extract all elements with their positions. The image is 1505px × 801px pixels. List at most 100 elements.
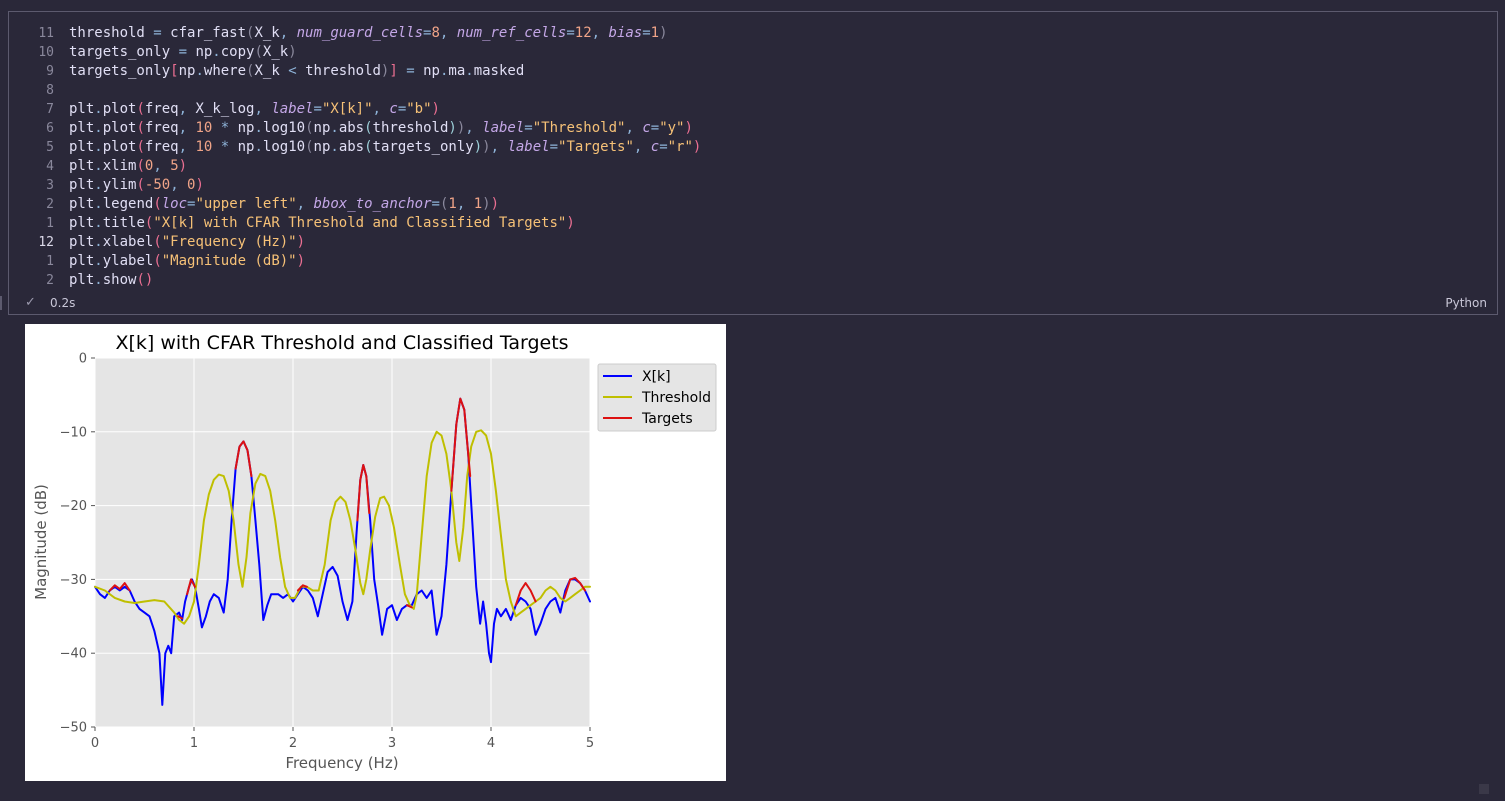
- code-token: (: [364, 139, 373, 155]
- code-editor[interactable]: 11 threshold = cfar_fast(X_k, num_guard_c…: [9, 24, 1497, 290]
- code-line[interactable]: 9 targets_only[np.where(X_k < threshold)]…: [9, 62, 1497, 81]
- code-line[interactable]: 12 plt.xlabel("Frequency (Hz)"): [9, 233, 1497, 252]
- code-token: (: [305, 139, 314, 155]
- code-text[interactable]: plt.xlabel("Frequency (Hz)"): [69, 233, 305, 252]
- code-line[interactable]: 2 plt.legend(loc="upper left", bbox_to_an…: [9, 195, 1497, 214]
- code-token: ): [482, 139, 491, 155]
- y-axis: 0 −10 −20 −30 −40 −50: [60, 352, 95, 736]
- code-token: .: [94, 234, 103, 250]
- code-token: .: [254, 120, 263, 136]
- code-token: ): [490, 196, 499, 212]
- resize-handle[interactable]: [1479, 784, 1489, 794]
- line-number: 12: [38, 235, 54, 250]
- code-token: ,: [465, 120, 483, 136]
- code-token: np: [237, 139, 255, 155]
- code-line[interactable]: 5 plt.plot(freq, 10 * np.log10(np.abs(tar…: [9, 138, 1497, 157]
- x-tick-label: 0: [91, 736, 99, 751]
- series-lines: [94, 397, 591, 706]
- code-text[interactable]: threshold = cfar_fast(X_k, num_guard_cel…: [69, 24, 668, 43]
- code-line[interactable]: 2 plt.show(): [9, 271, 1497, 290]
- code-token: (: [136, 158, 145, 174]
- chart-title: X[k] with CFAR Threshold and Classified …: [115, 332, 568, 354]
- series-line-targets: [356, 464, 371, 522]
- y-tick-label: −40: [60, 647, 87, 662]
- code-token: plot: [102, 101, 137, 117]
- code-text[interactable]: plt.legend(loc="upper left", bbox_to_anc…: [69, 195, 499, 214]
- code-text[interactable]: targets_only = np.copy(X_k): [69, 43, 297, 62]
- code-token: ): [178, 158, 188, 174]
- code-token: .: [465, 63, 474, 79]
- code-text[interactable]: plt.title("X[k] with CFAR Threshold and …: [69, 214, 575, 233]
- code-text[interactable]: plt.plot(freq, 10 * np.log10(np.abs(targ…: [69, 138, 701, 157]
- x-axis-label: Frequency (Hz): [285, 754, 398, 772]
- code-text[interactable]: plt.ylim(-50, 0): [69, 176, 204, 195]
- line-number: 4: [46, 159, 54, 174]
- code-text[interactable]: plt.ylabel("Magnitude (dB)"): [69, 252, 305, 271]
- code-token: (: [246, 63, 255, 79]
- x-tick-label: 2: [289, 736, 297, 751]
- code-token: 5: [170, 158, 179, 174]
- y-axis-label: Magnitude (dB): [32, 484, 50, 600]
- code-token: freq: [144, 139, 179, 155]
- legend: X[k] Threshold Targets: [597, 363, 717, 432]
- line-number: 7: [46, 102, 54, 117]
- series-line-threshold: [94, 429, 591, 625]
- code-token: ,: [633, 139, 651, 155]
- code-text[interactable]: plt.plot(freq, X_k_log, label="X[k]", c=…: [69, 100, 440, 119]
- code-line[interactable]: 4 plt.xlim(0, 5): [9, 157, 1497, 176]
- code-text[interactable]: plt.plot(freq, 10 * np.log10(np.abs(thre…: [69, 119, 693, 138]
- code-line[interactable]: 10 targets_only = np.copy(X_k): [9, 43, 1497, 62]
- series-line-targets: [108, 582, 131, 592]
- code-text[interactable]: plt.xlim(0, 5): [69, 157, 187, 176]
- code-token: plt: [69, 139, 95, 155]
- code-token: ): [473, 139, 483, 155]
- code-line[interactable]: 3 plt.ylim(-50, 0): [9, 176, 1497, 195]
- code-token: plt: [69, 253, 95, 269]
- code-token: title: [102, 215, 145, 231]
- code-token: (: [136, 139, 145, 155]
- code-text[interactable]: plt.show(): [69, 271, 153, 290]
- code-token: X_k_log: [195, 101, 255, 117]
- code-line[interactable]: 11 threshold = cfar_fast(X_k, num_guard_c…: [9, 24, 1497, 43]
- code-token: =: [313, 101, 322, 117]
- code-token: "X[k] with CFAR Threshold and Classified…: [153, 215, 567, 231]
- code-token: X_k: [254, 63, 289, 79]
- code-token: =: [524, 120, 533, 136]
- code-token: targets_only: [69, 44, 179, 60]
- code-token: (: [364, 120, 373, 136]
- code-token: num_ref_cells: [456, 25, 567, 41]
- code-line[interactable]: 1 plt.title("X[k] with CFAR Threshold and…: [9, 214, 1497, 233]
- code-token: 10: [195, 120, 221, 136]
- code-line[interactable]: 1 plt.ylabel("Magnitude (dB)"): [9, 252, 1497, 271]
- code-token: ]: [389, 63, 398, 79]
- language-label[interactable]: Python: [1445, 296, 1487, 310]
- code-token: bias: [608, 25, 643, 41]
- y-tick-label: −50: [60, 721, 87, 736]
- x-tick-label: 4: [487, 736, 495, 751]
- code-token: log10: [262, 139, 306, 155]
- legend-box: [597, 363, 717, 432]
- code-token: =: [650, 120, 660, 136]
- code-text[interactable]: targets_only[np.where(X_k < threshold)] …: [69, 62, 524, 81]
- code-token: (): [136, 272, 154, 288]
- code-token: abs: [338, 120, 365, 136]
- code-cell[interactable]: 11 threshold = cfar_fast(X_k, num_guard_c…: [8, 11, 1498, 315]
- code-token: ,: [279, 25, 297, 41]
- code-token: copy: [220, 44, 255, 60]
- code-token: np: [237, 120, 255, 136]
- code-token: (: [246, 25, 255, 41]
- code-token: ma: [448, 63, 466, 79]
- code-token: show: [102, 272, 137, 288]
- code-line[interactable]: 8: [9, 81, 1497, 100]
- code-token: =: [397, 101, 407, 117]
- grid-lines: [94, 357, 591, 728]
- line-number: 2: [46, 197, 54, 212]
- code-token: =: [642, 25, 651, 41]
- code-token: abs: [338, 139, 365, 155]
- line-number: 2: [46, 273, 54, 288]
- code-line[interactable]: 6 plt.plot(freq, 10 * np.log10(np.abs(thr…: [9, 119, 1497, 138]
- x-axis: 0 1 2 3 4 5: [91, 727, 594, 751]
- code-line[interactable]: 7 plt.plot(freq, X_k_log, label="X[k]", c…: [9, 100, 1497, 119]
- series-line-targets: [177, 615, 184, 620]
- code-token: plt: [69, 158, 95, 174]
